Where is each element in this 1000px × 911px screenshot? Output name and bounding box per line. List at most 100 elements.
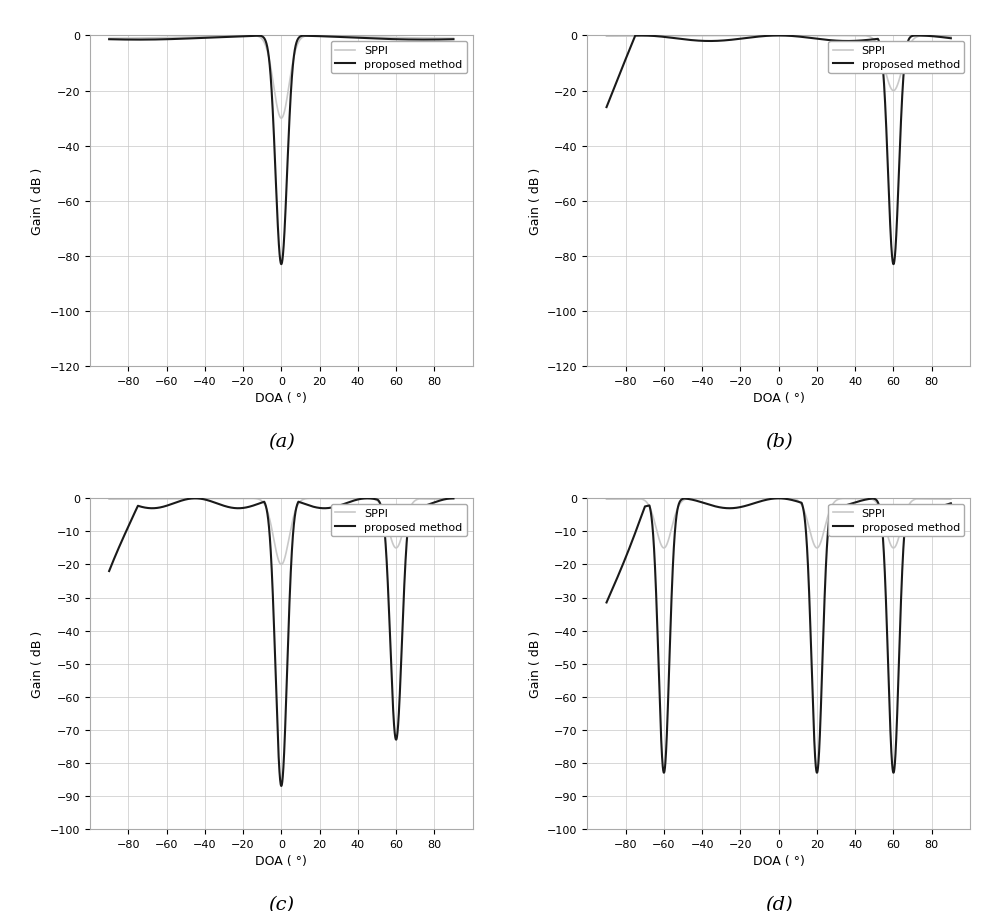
SPPI xyxy=(825,31,837,42)
SPPI xyxy=(887,86,899,97)
SPPI xyxy=(248,31,260,42)
proposed method xyxy=(447,35,459,46)
SPPI xyxy=(360,494,372,505)
proposed method xyxy=(254,31,266,42)
SPPI xyxy=(166,494,178,505)
SPPI xyxy=(310,494,322,505)
proposed method xyxy=(807,705,819,716)
SPPI xyxy=(275,559,287,570)
proposed method xyxy=(310,502,322,513)
Line: SPPI: SPPI xyxy=(607,36,951,91)
proposed method xyxy=(275,781,287,792)
Text: (d): (d) xyxy=(765,895,793,911)
SPPI xyxy=(166,33,178,44)
Y-axis label: Gain ( dB ): Gain ( dB ) xyxy=(529,168,542,235)
SPPI xyxy=(235,494,247,505)
SPPI xyxy=(825,504,837,515)
proposed method xyxy=(732,35,744,46)
SPPI xyxy=(601,494,613,505)
SPPI xyxy=(884,81,896,92)
proposed method xyxy=(447,494,459,505)
Text: (c): (c) xyxy=(268,895,294,911)
proposed method xyxy=(360,494,372,505)
Line: proposed method: proposed method xyxy=(109,499,453,786)
proposed method xyxy=(884,709,896,720)
proposed method xyxy=(945,498,957,509)
proposed method xyxy=(327,32,339,43)
Legend: SPPI, proposed method: SPPI, proposed method xyxy=(828,505,964,537)
Text: (a): (a) xyxy=(268,433,295,451)
SPPI xyxy=(386,33,398,44)
Legend: SPPI, proposed method: SPPI, proposed method xyxy=(828,42,964,74)
SPPI xyxy=(858,494,870,505)
proposed method xyxy=(732,503,744,514)
SPPI xyxy=(275,114,287,125)
X-axis label: DOA ( °): DOA ( °) xyxy=(255,855,307,867)
SPPI xyxy=(447,494,459,505)
SPPI xyxy=(447,34,459,45)
proposed method xyxy=(327,502,339,513)
proposed method xyxy=(601,598,613,609)
proposed method xyxy=(663,33,675,44)
proposed method xyxy=(103,566,115,577)
Line: SPPI: SPPI xyxy=(109,36,453,119)
SPPI xyxy=(663,31,675,42)
proposed method xyxy=(360,34,372,45)
proposed method xyxy=(884,210,896,220)
SPPI xyxy=(327,494,339,505)
proposed method xyxy=(386,35,398,46)
Legend: SPPI, proposed method: SPPI, proposed method xyxy=(331,505,467,537)
Y-axis label: Gain ( dB ): Gain ( dB ) xyxy=(31,630,44,698)
Y-axis label: Gain ( dB ): Gain ( dB ) xyxy=(529,630,542,698)
SPPI xyxy=(327,32,339,43)
SPPI xyxy=(858,31,870,42)
proposed method xyxy=(811,767,823,778)
proposed method xyxy=(887,260,899,271)
proposed method xyxy=(275,260,287,271)
SPPI xyxy=(601,32,613,43)
proposed method xyxy=(386,688,398,699)
SPPI xyxy=(310,31,322,42)
proposed method xyxy=(310,32,322,43)
proposed method xyxy=(166,499,178,510)
SPPI xyxy=(884,537,896,548)
proposed method xyxy=(825,36,837,46)
Y-axis label: Gain ( dB ): Gain ( dB ) xyxy=(31,168,44,235)
SPPI xyxy=(811,543,823,554)
proposed method xyxy=(663,666,675,677)
Text: (b): (b) xyxy=(765,433,793,451)
SPPI xyxy=(360,32,372,43)
SPPI xyxy=(732,31,744,42)
proposed method xyxy=(773,494,785,505)
proposed method xyxy=(945,34,957,45)
SPPI xyxy=(386,537,398,548)
SPPI xyxy=(245,494,257,505)
proposed method xyxy=(166,35,178,46)
proposed method xyxy=(858,495,870,506)
SPPI xyxy=(807,537,819,548)
Legend: SPPI, proposed method: SPPI, proposed method xyxy=(331,42,467,74)
proposed method xyxy=(635,31,647,42)
Line: proposed method: proposed method xyxy=(109,36,453,265)
Line: SPPI: SPPI xyxy=(109,499,453,565)
SPPI xyxy=(732,494,744,505)
Line: proposed method: proposed method xyxy=(607,499,951,773)
SPPI xyxy=(945,32,957,43)
SPPI xyxy=(945,494,957,505)
SPPI xyxy=(807,31,819,42)
proposed method xyxy=(858,36,870,46)
SPPI xyxy=(771,494,783,505)
Line: SPPI: SPPI xyxy=(607,499,951,548)
X-axis label: DOA ( °): DOA ( °) xyxy=(753,855,805,867)
SPPI xyxy=(103,34,115,45)
proposed method xyxy=(807,34,819,45)
SPPI xyxy=(773,31,785,42)
X-axis label: DOA ( °): DOA ( °) xyxy=(255,392,307,404)
X-axis label: DOA ( °): DOA ( °) xyxy=(753,392,805,404)
SPPI xyxy=(235,31,247,42)
Line: proposed method: proposed method xyxy=(607,36,951,265)
proposed method xyxy=(103,35,115,46)
proposed method xyxy=(235,32,247,43)
SPPI xyxy=(103,494,115,505)
proposed method xyxy=(601,103,613,114)
